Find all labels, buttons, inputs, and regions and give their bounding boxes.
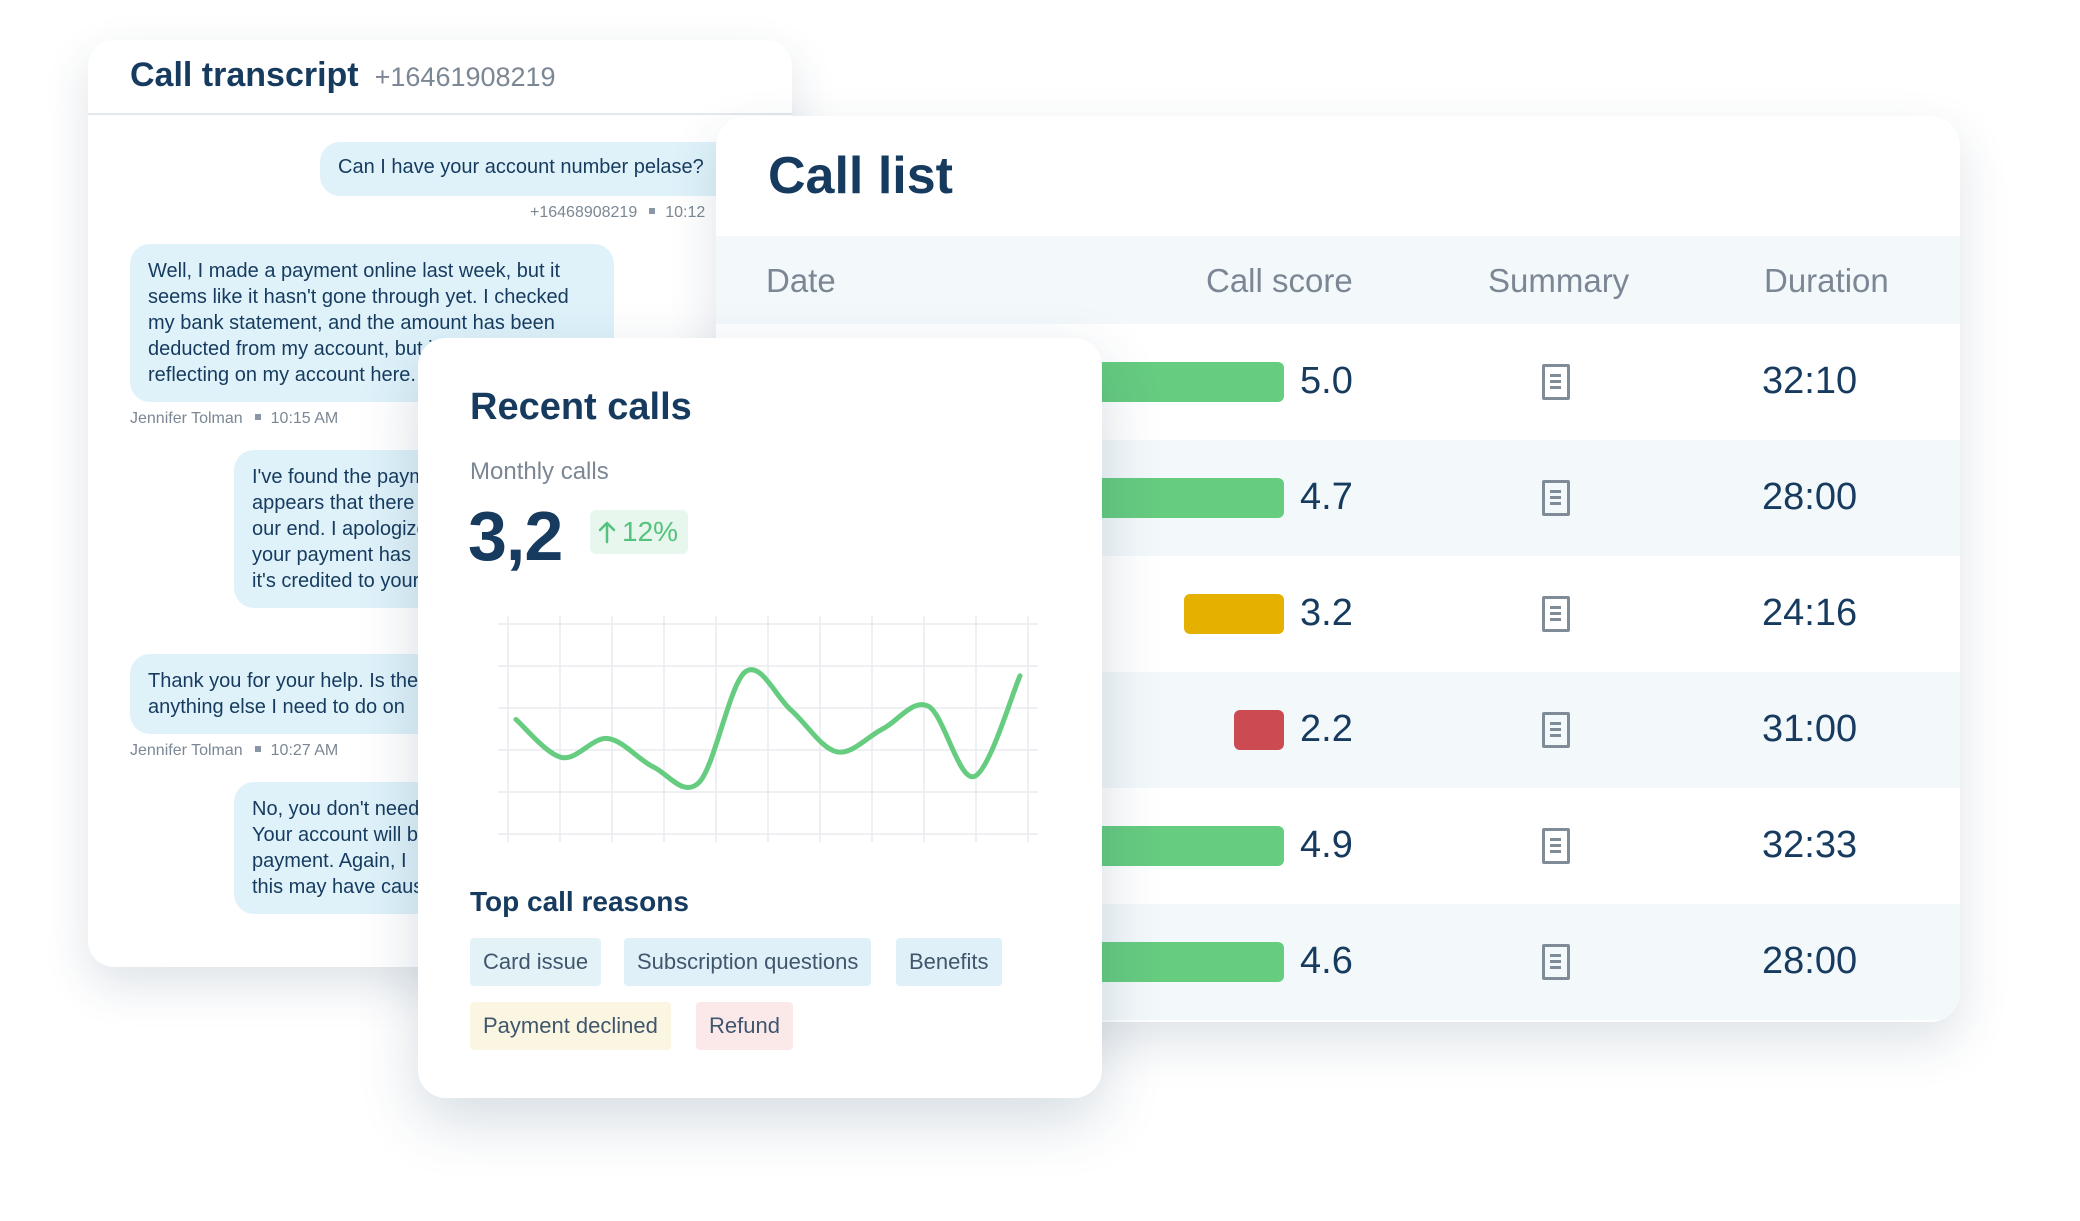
call-duration: 28:00 [1762,940,1858,982]
call-score-bar [1184,594,1284,634]
message-sender: Jennifer Tolman [130,410,243,427]
message-time: 10:27 AM [270,742,339,759]
call-duration: 28:00 [1762,476,1858,518]
monthly-calls-label: Monthly calls [470,458,609,485]
message-meta: +16468908219 10:12 [530,204,705,222]
top-call-reasons-title: Top call reasons [470,886,689,917]
call-score-value: 2.2 [1300,708,1353,750]
document-icon[interactable] [1542,712,1570,748]
message-bubble: Can I have your account number pelase? [320,142,792,196]
call-score-value: 4.9 [1300,824,1353,866]
reason-tag-refund[interactable]: Refund [696,1002,793,1050]
call-duration: 24:16 [1762,592,1858,634]
call-score-value: 4.6 [1300,940,1353,982]
message-sender: Jennifer Tolman [130,742,243,759]
call-duration: 31:00 [1762,708,1858,750]
document-icon[interactable] [1542,364,1570,400]
call-score-bar [1091,942,1284,982]
document-icon[interactable] [1542,596,1570,632]
message-time: 10:15 AM [270,410,339,427]
column-header-call-score[interactable]: Call score [1206,262,1353,299]
call-score-value: 4.7 [1300,476,1353,518]
document-icon[interactable] [1542,944,1570,980]
document-icon[interactable] [1542,828,1570,864]
trend-value: 12% [622,516,679,547]
message-sender: +16468908219 [530,204,638,221]
call-score-bar [1071,826,1284,866]
reason-tag-benefits[interactable]: Benefits [896,938,1002,986]
chart-grid [498,616,1038,842]
document-icon[interactable] [1542,480,1570,516]
reason-tag-payment-declined[interactable]: Payment declined [470,1002,671,1050]
column-header-duration[interactable]: Duration [1764,262,1889,299]
recent-calls-title: Recent calls [470,386,692,428]
call-score-value: 3.2 [1300,592,1353,634]
message-time: 10:12 [665,204,706,221]
call-row[interactable]: 3.2 24:16 [716,556,1960,672]
column-header-date[interactable]: Date [766,262,836,299]
message-meta: Jennifer Tolman 10:27 AM [130,742,338,760]
call-duration: 32:33 [1762,824,1858,866]
call-row[interactable]: 4.9 32:33 [716,788,1960,904]
recent-calls-panel: Recent calls Monthly calls 3,2 12% Top c… [418,338,1102,1098]
monthly-calls-line-chart [498,616,1038,842]
column-header-summary[interactable]: Summary [1488,262,1630,299]
call-score-bar [1234,710,1284,750]
arrow-up-icon [598,521,616,544]
monthly-calls-series-line [513,667,1023,790]
call-score-value: 5.0 [1300,360,1353,402]
message-meta: Jennifer Tolman 10:15 AM [130,410,338,428]
reason-tag-card-issue[interactable]: Card issue [470,938,602,986]
call-score-bar [1084,478,1284,518]
call-duration: 32:10 [1762,360,1858,402]
call-list-header-row: Date Call score Summary Duration [716,236,1960,324]
transcript-phone: +16461908219 [374,62,556,92]
trend-badge: 12% [590,510,689,554]
transcript-header: Call transcript +16461908219 [88,40,792,115]
call-list-title: Call list [768,147,953,205]
transcript-title: Call transcript [130,56,359,94]
message-bubble: Well, I made a payment online last week,… [130,244,614,402]
reason-tag-subscription-questions[interactable]: Subscription questions [624,938,872,986]
monthly-calls-value: 3,2 [468,497,563,575]
